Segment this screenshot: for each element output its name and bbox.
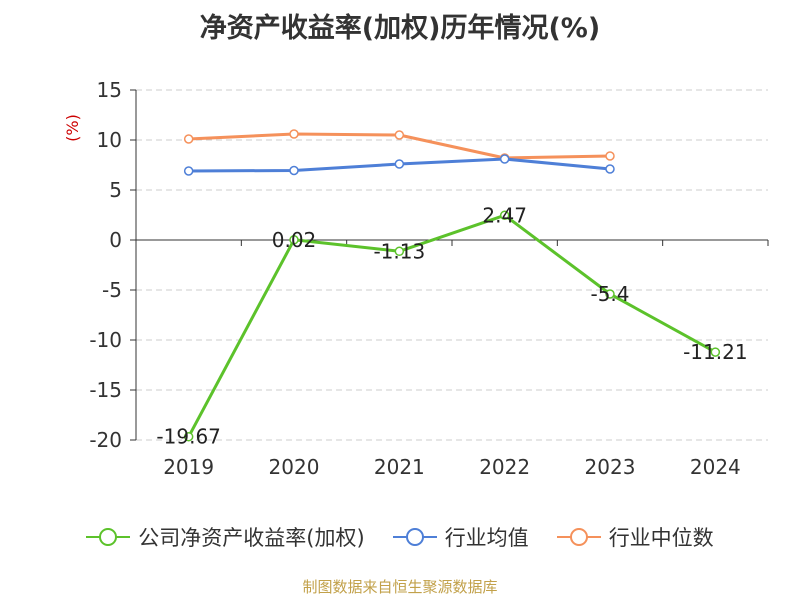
legend-item-company-roe[interactable]: 公司净资产收益率(加权)	[86, 522, 365, 552]
data-label: 0.02	[272, 228, 317, 252]
legend: 公司净资产收益率(加权) 行业均值 行业中位数	[0, 520, 800, 554]
data-point	[394, 130, 405, 140]
line-chart: 15 10 5 0 -5 -10 -15 -20 (%) 2019 2020 2021 2022 2023…	[63, 78, 769, 479]
data-label: -19.67	[156, 425, 220, 449]
legend-swatch-industry-median	[556, 527, 601, 547]
source-note: 制图数据来自恒生聚源数据库	[302, 578, 498, 596]
data-point	[499, 210, 510, 221]
legend-swatch-company-roe	[86, 527, 131, 547]
data-point	[289, 165, 299, 176]
y-tick-label: 10	[97, 128, 122, 152]
data-point	[394, 159, 405, 169]
data-point	[289, 235, 299, 245]
series-line	[187, 213, 717, 438]
legend-label: 公司净资产收益率(加权)	[138, 526, 365, 550]
data-label: -5.4	[590, 282, 629, 306]
data-point	[710, 347, 721, 357]
data-point	[605, 151, 615, 161]
data-point	[183, 166, 194, 176]
x-tick-label: 2020	[269, 455, 320, 479]
y-tick-label: -20	[89, 428, 122, 452]
x-tick-label: 2024	[690, 455, 741, 479]
data-label: -11.21	[683, 340, 747, 364]
data-label: 2.47	[482, 203, 527, 227]
legend-item-industry-median[interactable]: 行业中位数	[556, 522, 714, 552]
y-tick-label: 5	[109, 178, 122, 202]
x-tick-label: 2019	[163, 455, 214, 479]
data-point	[183, 134, 194, 144]
data-point	[183, 431, 194, 442]
y-tick-label: -10	[89, 328, 122, 352]
x-tick-label: 2022	[479, 455, 530, 479]
y-tick-label: 15	[97, 78, 122, 102]
y-tick-label: -5	[102, 278, 122, 302]
data-point	[289, 129, 299, 139]
y-axis-label: (%)	[63, 114, 82, 142]
x-tick-label: 2021	[374, 455, 425, 479]
y-tick-label: 0	[109, 228, 122, 252]
chart-title: 净资产收益率(加权)历年情况(%)	[199, 13, 601, 44]
legend-item-industry-mean[interactable]: 行业均值	[392, 522, 529, 552]
legend-label: 行业中位数	[608, 526, 714, 550]
data-label: -1.13	[373, 239, 425, 263]
y-tick-label: -15	[89, 378, 122, 402]
legend-label: 行业均值	[444, 526, 529, 550]
data-point	[499, 154, 510, 164]
data-point	[605, 289, 615, 299]
data-point	[605, 164, 615, 174]
data-point	[394, 246, 405, 257]
legend-swatch-industry-mean	[392, 527, 437, 547]
x-tick-label: 2023	[585, 455, 636, 479]
